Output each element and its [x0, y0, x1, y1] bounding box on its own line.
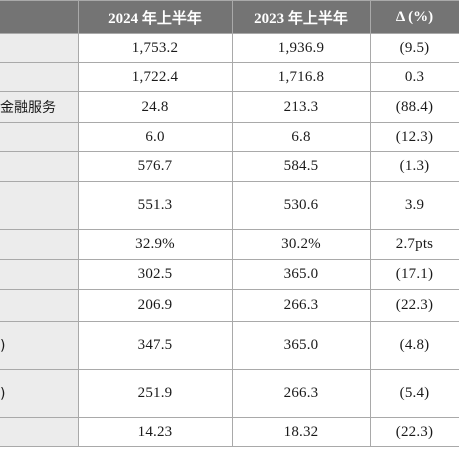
value-2024h1: 551.3 — [77, 181, 233, 230]
row-label — [0, 417, 79, 447]
value-2024h1: 347.5 — [77, 321, 233, 370]
value-2024h1: 302.5 — [77, 259, 233, 290]
value-2023h1: 1,716.8 — [231, 62, 371, 92]
header-change-pct: Δ (%) — [369, 0, 459, 34]
table-row: ) 251.9 266.3 (5.4) — [0, 369, 459, 418]
value-change: (4.8) — [369, 321, 459, 370]
value-change: (12.3) — [369, 122, 459, 152]
row-label — [0, 151, 79, 182]
row-label — [0, 259, 79, 290]
table-row: 金融服务 24.8 213.3 (88.4) — [0, 91, 459, 123]
value-change: (22.3) — [369, 417, 459, 447]
table-row: 6.0 6.8 (12.3) — [0, 122, 459, 152]
value-2023h1: 6.8 — [231, 122, 371, 152]
value-change: (88.4) — [369, 91, 459, 123]
table-row: 206.9 266.3 (22.3) — [0, 289, 459, 322]
value-2024h1: 24.8 — [77, 91, 233, 123]
value-change: (5.4) — [369, 369, 459, 418]
table-row: 32.9% 30.2% 2.7pts — [0, 229, 459, 260]
table-row: 551.3 530.6 3.9 — [0, 181, 459, 230]
value-2024h1: 576.7 — [77, 151, 233, 182]
header-label-cell — [0, 0, 79, 34]
financial-table: 2024 年上半年 2023 年上半年 Δ (%) 1,753.2 1,936.… — [0, 0, 459, 447]
value-2023h1: 213.3 — [231, 91, 371, 123]
value-change: 2.7pts — [369, 229, 459, 260]
value-change: 3.9 — [369, 181, 459, 230]
header-2023h1: 2023 年上半年 — [231, 0, 371, 34]
value-2023h1: 365.0 — [231, 259, 371, 290]
row-label — [0, 122, 79, 152]
value-2024h1: 6.0 — [77, 122, 233, 152]
value-change: (22.3) — [369, 289, 459, 322]
value-2023h1: 266.3 — [231, 369, 371, 418]
row-label — [0, 229, 79, 260]
value-2024h1: 14.23 — [77, 417, 233, 447]
row-label: 金融服务 — [0, 91, 79, 123]
row-label: ) — [0, 321, 79, 370]
value-2024h1: 1,753.2 — [77, 33, 233, 63]
table-row: 1,722.4 1,716.8 0.3 — [0, 62, 459, 92]
row-label — [0, 289, 79, 322]
value-2024h1: 251.9 — [77, 369, 233, 418]
value-change: (17.1) — [369, 259, 459, 290]
value-change: (1.3) — [369, 151, 459, 182]
value-2024h1: 1,722.4 — [77, 62, 233, 92]
value-2023h1: 1,936.9 — [231, 33, 371, 63]
table-row: 576.7 584.5 (1.3) — [0, 151, 459, 182]
row-label — [0, 33, 79, 63]
value-2023h1: 365.0 — [231, 321, 371, 370]
value-2024h1: 32.9% — [77, 229, 233, 260]
value-change: (9.5) — [369, 33, 459, 63]
value-2024h1: 206.9 — [77, 289, 233, 322]
table-row: ) 347.5 365.0 (4.8) — [0, 321, 459, 370]
value-2023h1: 584.5 — [231, 151, 371, 182]
value-2023h1: 18.32 — [231, 417, 371, 447]
row-label — [0, 62, 79, 92]
header-2024h1: 2024 年上半年 — [77, 0, 233, 34]
table-row: 302.5 365.0 (17.1) — [0, 259, 459, 290]
value-change: 0.3 — [369, 62, 459, 92]
row-label: ) — [0, 369, 79, 418]
value-2023h1: 530.6 — [231, 181, 371, 230]
table-row: 1,753.2 1,936.9 (9.5) — [0, 33, 459, 63]
table-row: 14.23 18.32 (22.3) — [0, 417, 459, 447]
table-header-row: 2024 年上半年 2023 年上半年 Δ (%) — [0, 0, 459, 34]
value-2023h1: 266.3 — [231, 289, 371, 322]
row-label — [0, 181, 79, 230]
value-2023h1: 30.2% — [231, 229, 371, 260]
